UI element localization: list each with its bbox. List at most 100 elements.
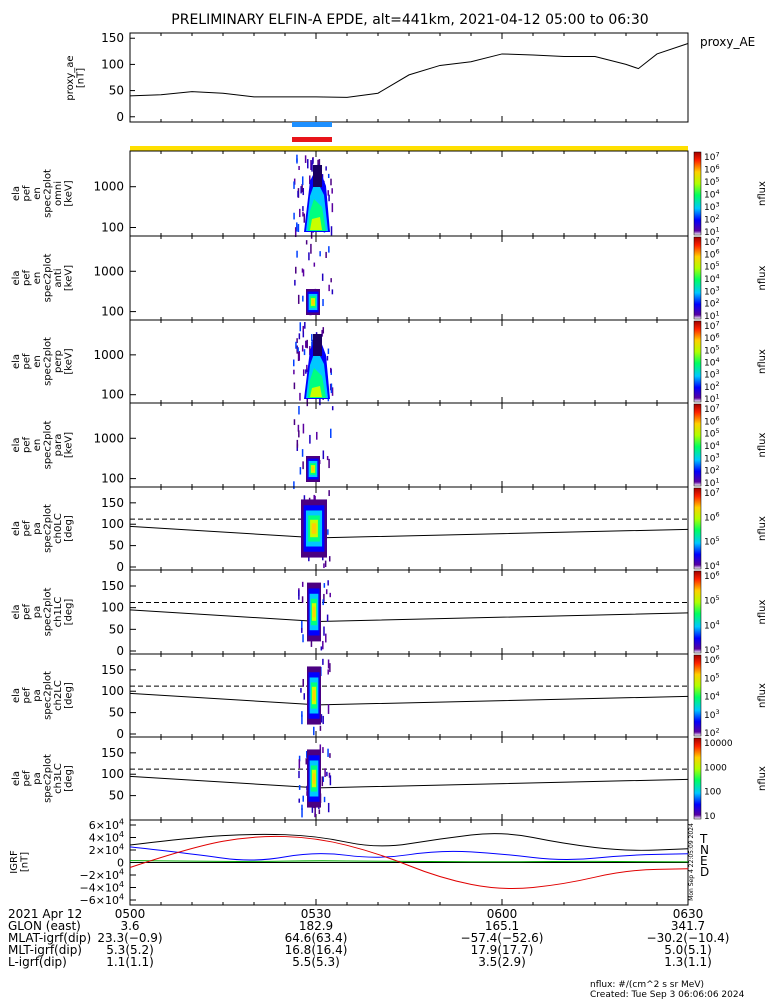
axis-label-line: en: [32, 272, 43, 285]
flux-speck: [301, 711, 303, 717]
flux-speck: [329, 592, 331, 598]
flux-speck: [309, 434, 311, 444]
axis-cell-mlat: −30.2(−10.4): [647, 931, 730, 945]
axis-label-line: pef: [21, 353, 32, 370]
axis-label-line: ela: [11, 688, 22, 703]
axis-label-line: ela: [11, 604, 22, 619]
colorbar-tick-label: 103: [704, 200, 720, 213]
flux-speck: [322, 327, 325, 334]
yellow-status-bar: [130, 146, 688, 151]
flux-speck: [296, 443, 299, 448]
flux-speck: [302, 206, 304, 212]
flux-speck: [296, 445, 299, 451]
flux-speck: [329, 383, 332, 391]
colorbar-tick-label: 107: [704, 319, 720, 332]
flux-speck: [331, 188, 333, 194]
flux-speck: [321, 776, 324, 787]
flux-speck: [306, 397, 309, 407]
flux-speck: [302, 369, 305, 376]
flux-speck: [309, 175, 311, 185]
flux-speck: [294, 227, 297, 238]
colorbar-strip: [693, 737, 702, 820]
colorbar-label: nflux: [757, 766, 768, 791]
spec-ylabel: ela pef en spec2plot omni [keV]: [11, 169, 75, 218]
colorbar-tick-label: 101: [704, 309, 720, 322]
y-tick-label: 0: [116, 560, 124, 574]
colorbar-tick-label: 107: [704, 235, 720, 248]
colorbar-tick-label: 106: [704, 415, 720, 428]
axis-label-line: pa: [32, 772, 43, 784]
flux-speck: [322, 747, 324, 753]
flux-speck: [318, 809, 321, 815]
axis-label-line: pef: [21, 270, 32, 287]
colorbar-strip: [693, 403, 702, 487]
axis-label-line: en: [32, 439, 43, 452]
flux-speck: [327, 659, 330, 669]
axis-cell-time: 0600: [487, 907, 518, 921]
axis-label-line: anti: [53, 268, 64, 287]
flux-speck: [313, 262, 316, 267]
axis-cell-time: 0530: [301, 907, 332, 921]
units-note: nflux: #/(cm^2 s sr MeV): [590, 980, 704, 990]
axis-label-line: pa: [32, 606, 43, 618]
flux-speck: [331, 289, 334, 295]
flux-speck: [327, 173, 330, 179]
colorbar-tick-label: 107: [704, 150, 720, 163]
y-tick-label: 50: [109, 789, 124, 803]
flux-speck: [329, 753, 331, 758]
y-tick-label: 50: [109, 622, 124, 636]
flux-speck: [298, 333, 301, 340]
colorbar-label: nflux: [757, 349, 768, 374]
flux-speck: [298, 166, 300, 171]
flux-speck: [310, 638, 313, 647]
igrf-legend-E: E: [700, 854, 708, 868]
axis-label-line: [nT]: [19, 852, 30, 872]
flux-speck: [320, 646, 323, 651]
flux-speck: [298, 755, 301, 762]
pa-burst: [307, 582, 321, 642]
y-tick-label: 50: [109, 84, 124, 98]
flux-speck: [327, 669, 329, 675]
flux-speck: [327, 348, 330, 355]
flux-speck: [298, 798, 300, 803]
flux-speck: [325, 633, 327, 643]
axis-cell-glon: 3.6: [120, 919, 139, 933]
axis-row-label: L-igrf(dip): [8, 955, 67, 969]
spec-frame: [129, 402, 689, 488]
flux-speck: [303, 349, 306, 356]
axis-label-line: spec2plot: [42, 504, 53, 553]
axis-label-line: spec2plot: [42, 588, 53, 637]
flux-speck: [301, 714, 303, 725]
proxy-ae-frame: [129, 32, 689, 123]
flux-speck: [313, 726, 315, 736]
pa-ylabel: ela pef pa spec2plot ch1LC [deg]: [11, 588, 75, 637]
axis-cell-glon: 182.9: [299, 919, 333, 933]
red-marker-bar: [292, 137, 332, 142]
axis-label-line: ela: [11, 354, 22, 369]
flux-speck: [297, 294, 300, 304]
flux-speck: [302, 211, 304, 217]
loss-cone-solid-line: [129, 609, 689, 623]
flux-speck: [301, 449, 304, 457]
flux-speck: [299, 392, 301, 401]
flux-cell: [312, 690, 316, 701]
colorbar-tick-label: 106: [704, 332, 720, 345]
flux-speck: [322, 299, 324, 307]
flux-speck: [322, 450, 325, 460]
axis-cell-l: 3.5(2.9): [478, 955, 526, 969]
pa-ylabel: ela pef pa spec2plot ch2LC [deg]: [11, 671, 75, 720]
flux-speck: [320, 714, 323, 723]
flux-speck: [327, 580, 329, 586]
y-tick-label: 100: [101, 601, 124, 615]
y-tick-label: 0: [116, 110, 124, 124]
igrf-ylabel: IGRF [nT]: [9, 850, 31, 874]
axis-label-line: spec2plot: [42, 337, 53, 386]
flux-speck: [293, 419, 296, 426]
flux-speck: [310, 160, 312, 171]
colorbar-tick-label: 104: [704, 439, 720, 452]
y-tick-label: −6×104: [80, 893, 124, 907]
flux-speck: [306, 364, 308, 373]
y-tick-label: 150: [101, 663, 124, 677]
